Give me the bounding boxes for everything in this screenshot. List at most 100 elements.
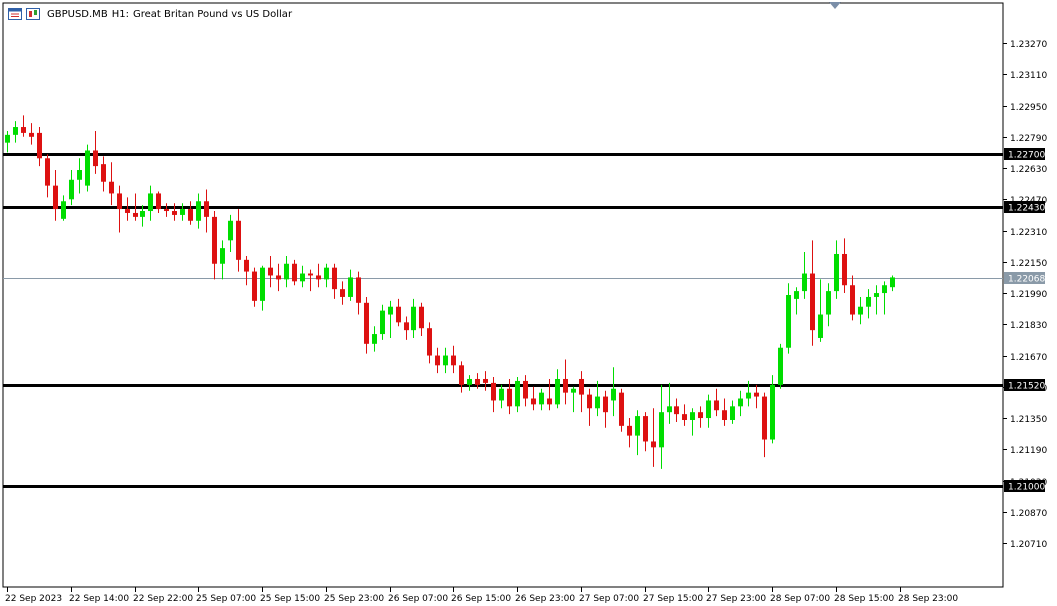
candle — [411, 298, 416, 338]
candle-body — [531, 398, 536, 405]
candle-body — [340, 289, 345, 297]
candle-body — [842, 253, 847, 286]
candle-body — [682, 414, 687, 420]
candle — [93, 130, 98, 174]
candle — [77, 158, 82, 194]
y-tick-label: 1.22950 — [1010, 103, 1047, 113]
candle — [140, 205, 145, 227]
candle-body — [491, 382, 496, 401]
candle-body — [722, 410, 727, 420]
candle-body — [300, 273, 305, 282]
candle — [372, 326, 377, 352]
chart-window-icon[interactable] — [8, 8, 22, 20]
candle-body — [850, 285, 855, 315]
y-tick-label: 1.22790 — [1010, 134, 1047, 144]
level-price-tag — [1004, 148, 1045, 160]
candle — [37, 127, 42, 167]
y-tick-label: 1.21830 — [1010, 321, 1047, 331]
candle-body — [220, 248, 225, 264]
candle-body — [109, 181, 114, 194]
candle-body — [826, 291, 831, 315]
candle-body — [348, 277, 353, 297]
x-tick-label: 25 Sep 15:00 — [260, 594, 320, 604]
candle — [101, 156, 106, 192]
candle — [826, 283, 831, 327]
candle-body — [882, 285, 887, 294]
candle — [547, 378, 552, 411]
level-price-tag — [1004, 201, 1045, 213]
candle — [125, 197, 130, 221]
x-tick-label: 22 Sep 22:00 — [133, 594, 193, 604]
candle — [770, 375, 775, 444]
candle-body — [603, 396, 608, 413]
y-tick-label: 1.23270 — [1010, 40, 1047, 50]
candle-body — [619, 392, 624, 426]
candle-body — [404, 322, 409, 331]
chart-header: GBPUSD.MB H1: Great Britan Pound vs US Do… — [8, 6, 292, 22]
candle-body — [148, 193, 153, 212]
candle — [714, 388, 719, 417]
candle — [595, 380, 600, 417]
candle — [730, 400, 735, 424]
candle — [698, 406, 703, 428]
y-tick-label: 1.22150 — [1010, 259, 1047, 269]
candle-body — [332, 267, 337, 290]
candle — [21, 115, 26, 137]
shift-marker-icon[interactable] — [829, 2, 841, 9]
symbol-name: GBPUSD.MB — [47, 8, 108, 20]
candle — [292, 259, 297, 286]
candle-body — [252, 271, 257, 301]
candle-body — [125, 209, 130, 213]
candle-body — [714, 400, 719, 411]
candle-body — [45, 158, 50, 186]
candle-body — [196, 201, 201, 221]
candle — [802, 252, 807, 299]
candle — [316, 263, 321, 288]
candle-body — [483, 378, 488, 383]
candle-body — [802, 273, 807, 292]
candle-body — [427, 328, 432, 356]
candle — [109, 162, 114, 206]
candle-body — [738, 398, 743, 407]
level-price-tag — [1004, 379, 1045, 391]
candle — [754, 384, 759, 409]
candle — [499, 384, 504, 409]
candle — [236, 209, 241, 272]
candle-body — [499, 388, 504, 401]
candle-body — [515, 380, 520, 407]
candle — [85, 144, 90, 192]
candle — [475, 373, 480, 389]
candle-body — [698, 412, 703, 419]
candle-body — [204, 201, 209, 217]
candle — [786, 283, 791, 354]
candle — [706, 394, 711, 428]
candle-body — [93, 150, 98, 167]
candle — [212, 211, 217, 280]
candle — [890, 275, 895, 292]
candle — [690, 408, 695, 436]
candle — [523, 375, 528, 407]
candle-body — [659, 412, 664, 448]
candle — [459, 361, 464, 393]
candle-body — [356, 277, 361, 303]
candle-body — [746, 392, 751, 399]
x-tick-label: 22 Sep 2023 — [5, 594, 62, 604]
candle-body — [13, 127, 18, 135]
candle-body — [69, 179, 74, 200]
candle-body — [451, 355, 456, 366]
candle — [794, 287, 799, 315]
candle — [874, 285, 879, 315]
candle — [507, 378, 512, 415]
candle-body — [101, 164, 106, 182]
candle-body — [133, 212, 138, 217]
candles-icon[interactable] — [26, 8, 40, 20]
candle-body — [475, 378, 480, 385]
candle-body — [507, 388, 512, 407]
candle — [738, 390, 743, 417]
x-tick-label: 28 Sep 07:00 — [770, 594, 830, 604]
x-tick-label: 27 Sep 23:00 — [706, 594, 766, 604]
candle — [220, 240, 225, 280]
candle — [451, 345, 456, 374]
candle-body — [180, 209, 185, 215]
